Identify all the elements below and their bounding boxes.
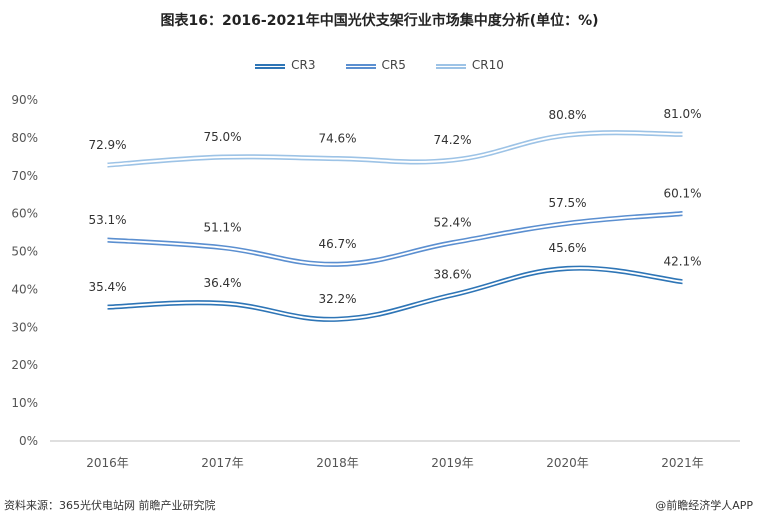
legend-item-cr3: CR3 — [255, 58, 316, 72]
legend-label-cr5: CR5 — [381, 58, 406, 72]
legend-swatch-cr3 — [255, 64, 286, 69]
series-line-cr10-shadow — [107, 133, 683, 168]
x-tick-label: 2016年 — [86, 456, 129, 470]
chart-title: 图表16：2016-2021年中国光伏支架行业市场集中度分析(单位：%) — [160, 13, 599, 29]
legend-swatch-cr5 — [345, 64, 376, 69]
data-label-cr5: 51.1% — [203, 220, 241, 234]
y-tick-label: 0% — [19, 434, 38, 448]
y-tick-label: 70% — [11, 169, 38, 183]
data-label-cr3: 38.6% — [433, 268, 471, 282]
y-tick-label: 10% — [11, 396, 38, 410]
y-tick-label: 30% — [11, 320, 38, 334]
series-line-cr10 — [107, 130, 683, 165]
data-label-cr3: 42.1% — [663, 254, 701, 268]
x-tick-label: 2021年 — [661, 456, 704, 470]
data-label-cr10: 81.0% — [663, 107, 701, 121]
x-tick-label: 2018年 — [316, 456, 359, 470]
x-tick-label: 2019年 — [431, 456, 474, 470]
data-label-cr3: 45.6% — [548, 241, 586, 255]
y-tick-label: 80% — [11, 131, 38, 145]
source-note: 资料来源：365光伏电站网 前瞻产业研究院 — [4, 499, 216, 512]
series-line-cr5-shadow — [107, 214, 683, 267]
data-label-cr3: 35.4% — [88, 280, 126, 294]
y-tick-label: 90% — [11, 93, 38, 107]
legend-label-cr3: CR3 — [291, 58, 316, 72]
legend-swatch-cr10 — [435, 64, 466, 69]
data-label-cr10: 72.9% — [88, 138, 126, 152]
y-tick-label: 50% — [11, 245, 38, 259]
data-label-cr5: 60.1% — [663, 186, 701, 200]
legend-item-cr5: CR5 — [345, 58, 406, 72]
y-tick-label: 20% — [11, 358, 38, 372]
data-label-cr10: 80.8% — [548, 108, 586, 122]
x-tick-label: 2017年 — [201, 456, 244, 470]
x-tick-label: 2020年 — [546, 456, 589, 470]
data-label-cr5: 52.4% — [433, 215, 471, 229]
data-label-cr5: 46.7% — [318, 237, 356, 251]
series-line-cr5 — [107, 210, 683, 264]
legend-item-cr10: CR10 — [435, 58, 504, 72]
data-label-cr10: 75.0% — [203, 130, 241, 144]
y-tick-label: 60% — [11, 207, 38, 221]
data-label-cr10: 74.2% — [433, 133, 471, 147]
series-line-cr3-shadow — [107, 269, 683, 322]
data-label-cr3: 36.4% — [203, 276, 241, 290]
data-label-cr3: 32.2% — [318, 292, 356, 306]
data-label-cr5: 53.1% — [88, 213, 126, 227]
y-tick-label: 40% — [11, 282, 38, 296]
brand-note: @前瞻经济学人APP — [655, 499, 753, 512]
series-line-cr3 — [107, 265, 683, 319]
data-label-cr5: 57.5% — [548, 196, 586, 210]
legend-label-cr10: CR10 — [471, 58, 504, 72]
data-label-cr10: 74.6% — [318, 131, 356, 145]
legend: CR3 CR5 CR10 — [0, 58, 759, 72]
